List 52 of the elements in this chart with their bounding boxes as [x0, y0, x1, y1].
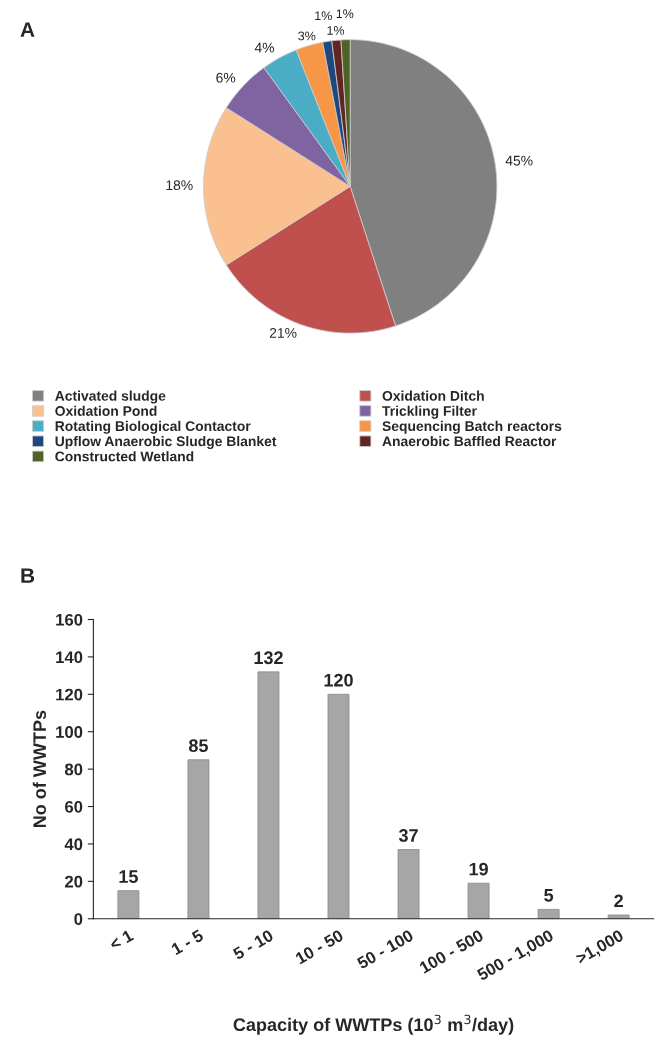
y-tick-label: 80 [64, 763, 83, 776]
data-label: 21% [269, 328, 297, 338]
legend-label: Constructed Wetland [55, 451, 194, 462]
data-label: 18% [166, 180, 193, 191]
data-label: 45% [505, 155, 533, 166]
legend-label: Upflow Anaerobic Sludge Blanket [55, 436, 277, 450]
data-label: 5 [544, 889, 554, 902]
data-label: 85 [188, 739, 208, 753]
legend-label: Oxidation Ditch [382, 390, 484, 401]
bar [327, 693, 350, 919]
bar [397, 849, 420, 919]
data-label: 6% [216, 72, 236, 83]
data-label: 2 [614, 894, 623, 908]
y-tick-label: 140 [56, 651, 83, 664]
data-label: 3% [298, 31, 316, 41]
data-label: 132 [254, 651, 283, 665]
chart-title: A [20, 22, 35, 37]
x-tick-label: < 1 [108, 929, 135, 951]
bar [257, 671, 280, 919]
y-tick-label: 160 [56, 613, 83, 626]
bar [117, 890, 140, 919]
y-axis-title: No of WWTPs [32, 710, 47, 828]
x-tick-label: 50 - 100 [356, 929, 415, 970]
data-label: 120 [324, 673, 353, 687]
data-label: 1% [327, 26, 345, 35]
y-tick-label: 100 [56, 726, 83, 738]
data-label: 15 [119, 870, 138, 883]
data-label: 1% [315, 11, 332, 21]
data-label: 1% [336, 9, 354, 19]
legend-label: Rotating Biological Contactor [55, 420, 251, 434]
y-tick-label: 20 [65, 875, 83, 888]
legend-label: Sequencing Batch reactors [382, 420, 562, 434]
x-tick-label: 10 - 50 [294, 929, 345, 965]
bar [607, 914, 630, 919]
legend-label: Oxidation Pond [55, 405, 157, 416]
bar [467, 882, 490, 919]
x-axis-title: Capacity of WWTPs (10$^{3}$ m$^{3}$/day) [233, 1014, 514, 1035]
chart-title: B [21, 568, 35, 583]
y-tick-label: 60 [65, 800, 83, 813]
data-label: 19 [469, 862, 488, 876]
bar [537, 908, 560, 919]
y-tick-label: 120 [56, 688, 83, 701]
legend-label: Activated sludge [55, 390, 166, 404]
y-tick-label: 40 [64, 838, 83, 851]
data-label: 37 [398, 829, 418, 842]
y-tick-label: 0 [74, 913, 83, 925]
legend-label: Anaerobic Baffled Reactor [382, 436, 557, 447]
bar [187, 759, 210, 919]
x-tick-label: 1 - 5 [170, 929, 205, 956]
x-tick-label: 5 - 10 [232, 929, 274, 961]
data-label: 4% [254, 42, 275, 53]
legend-label: Trickling Filter [382, 405, 477, 419]
